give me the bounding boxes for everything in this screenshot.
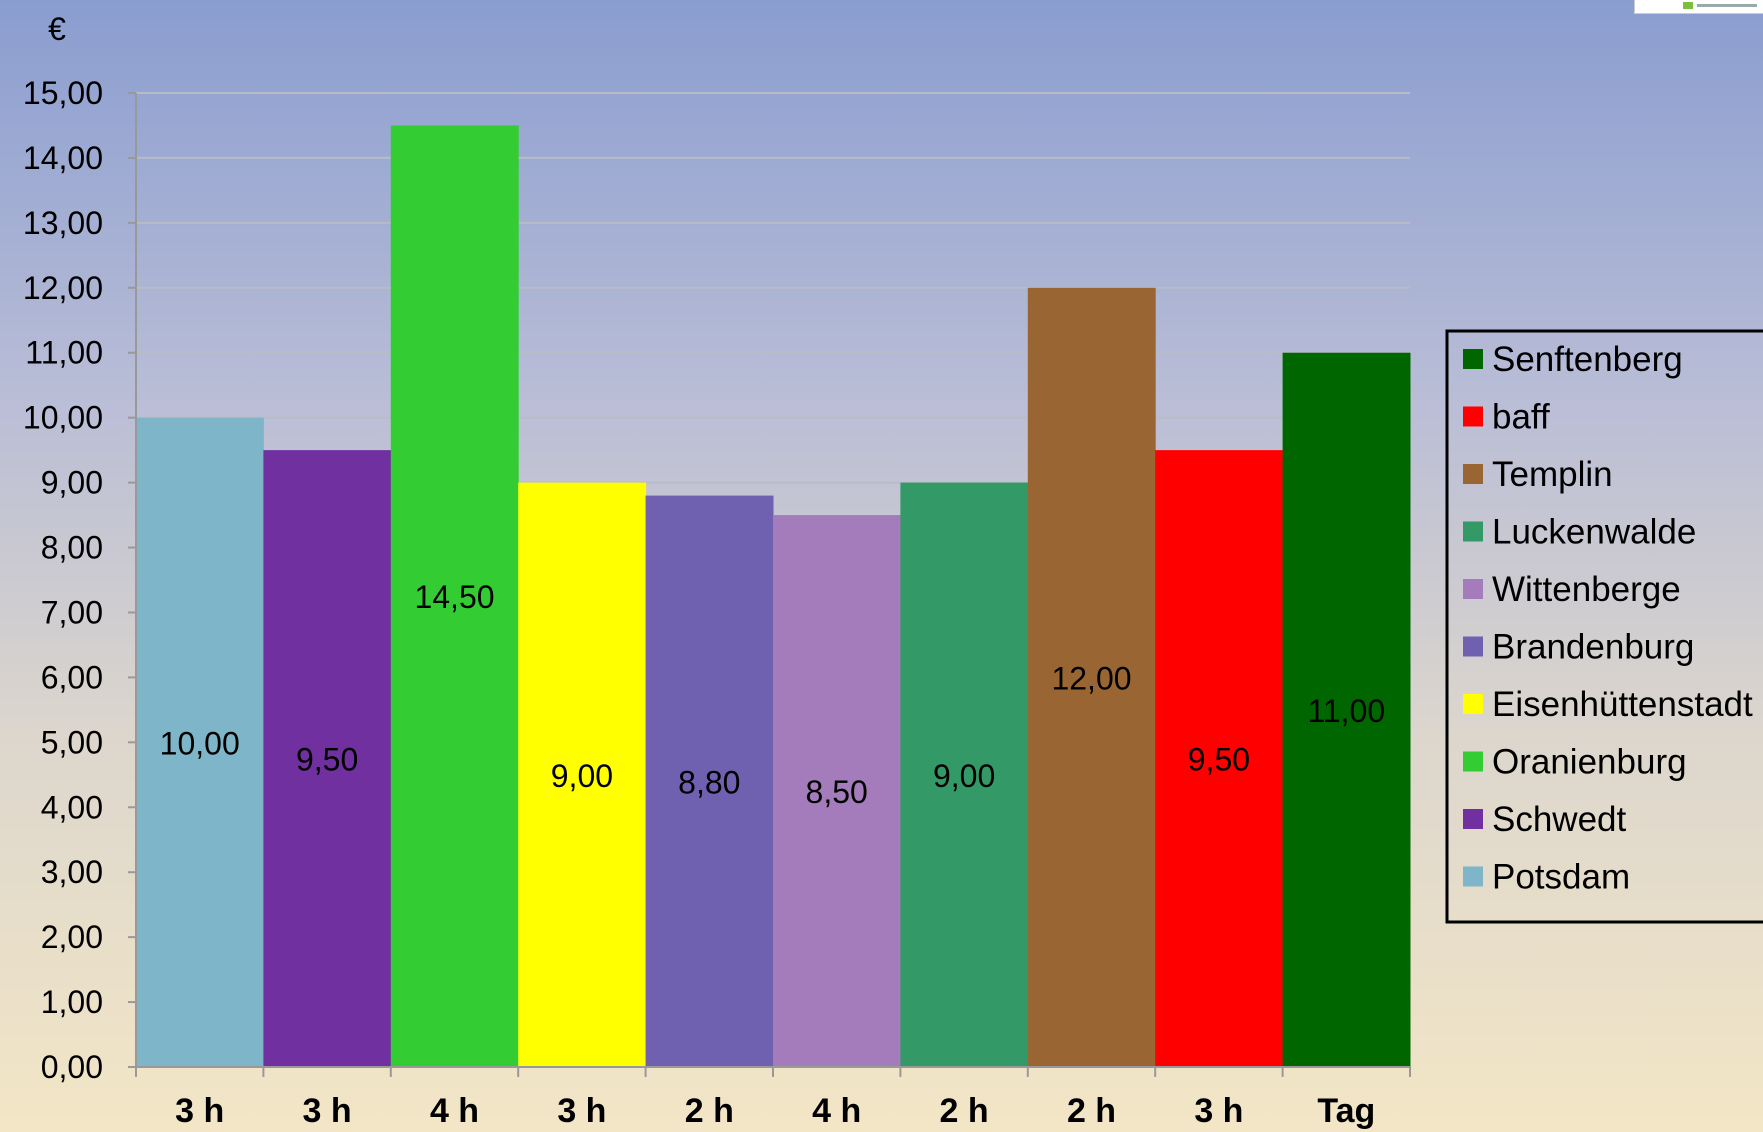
legend-label: Senftenberg (1492, 340, 1683, 379)
y-tick-label: 5,00 (41, 724, 103, 760)
y-tick-label: 12,00 (23, 270, 103, 306)
legend-swatch-templin (1463, 464, 1483, 484)
bar-luckenwalde (900, 482, 1029, 1068)
bar-brandenburg (645, 495, 774, 1067)
legend-swatch-wittenberge (1463, 579, 1483, 599)
y-tick-label: 14,00 (23, 140, 103, 176)
data-label: 12,00 (1051, 660, 1131, 696)
legend-label: Brandenburg (1492, 628, 1694, 667)
y-axis-label: € (48, 11, 66, 47)
legend-swatch-brandenburg (1463, 636, 1483, 657)
legend: Senftenberg baff Templin Luckenwalde Wittenb… (1445, 329, 1763, 924)
data-label: 14,50 (414, 579, 494, 615)
bar-templin (1027, 287, 1156, 1067)
legend-swatch-potsdam (1463, 866, 1483, 887)
data-label: 9,50 (1188, 742, 1250, 778)
legend-swatch-oranienburg (1463, 751, 1483, 772)
y-tick-label: 3,00 (41, 854, 103, 890)
legend-label: baff (1492, 398, 1550, 437)
data-label: 8,50 (806, 774, 868, 810)
y-tick-label: 15,00 (23, 75, 103, 111)
legend-box (1445, 329, 1763, 924)
bars (136, 125, 1411, 1068)
bar-eisenhuttenstadt (518, 482, 647, 1068)
bar-potsdam (136, 417, 264, 1068)
legend-label: Oranienburg (1492, 743, 1687, 782)
legend-label: Eisenhüttenstadt (1492, 685, 1753, 724)
legend-swatch-schwedt (1463, 809, 1483, 829)
logo-green-square (1683, 2, 1693, 9)
legend-swatch-baff (1463, 406, 1483, 427)
y-tick-label: 0,00 (41, 1049, 103, 1085)
x-tick-label: 2 h (685, 1092, 734, 1130)
data-label: 9,00 (551, 758, 613, 794)
data-label: 9,00 (933, 758, 995, 794)
bar-senftenberg (1282, 352, 1411, 1067)
y-tick-label: 7,00 (41, 594, 103, 630)
y-tick-label: 13,00 (23, 205, 103, 241)
y-tick-label: 10,00 (23, 400, 103, 436)
x-tick-label: 3 h (175, 1092, 224, 1130)
axes (128, 92, 1411, 1077)
data-label: 8,80 (678, 764, 740, 800)
x-tick-label: 4 h (430, 1092, 479, 1130)
x-tick-label: Tag (1317, 1092, 1375, 1130)
legend-swatch-senftenberg (1463, 349, 1483, 369)
legend-label: Potsdam (1492, 858, 1630, 897)
y-tick-labels: 0,00 1,00 2,00 3,00 4,00 5,00 6,00 7,00 8,00 9,00… (23, 75, 103, 1085)
data-label: 9,50 (296, 742, 358, 778)
y-tick-label: 8,00 (41, 530, 103, 566)
y-tick-label: 11,00 (25, 335, 103, 371)
x-tick-label: 3 h (1194, 1092, 1243, 1130)
legend-swatch-eisenhuttenstadt (1463, 694, 1483, 714)
x-tick-label: 3 h (303, 1092, 352, 1130)
data-label: 11,00 (1307, 693, 1385, 729)
legend-label: Wittenberge (1492, 570, 1681, 609)
y-tick-label: 4,00 (41, 789, 103, 825)
y-tick-label: 6,00 (41, 659, 103, 695)
x-tick-label: 2 h (940, 1092, 989, 1130)
x-tick-labels: 3 h 3 h 4 h 3 h 2 h 4 h 2 h 2 h 3 h Tag (175, 1092, 1375, 1130)
x-tick-label: 4 h (812, 1092, 861, 1130)
bar-oranienburg (390, 125, 519, 1067)
legend-label: Templin (1492, 455, 1613, 494)
data-labels: 10,00 9,50 14,50 9,00 8,80 8,50 9,00 12,00 9,50 1… (160, 579, 1385, 810)
logo-text-line (1697, 4, 1757, 7)
logo-mark (1634, 0, 1763, 14)
bar-schwedt (263, 450, 392, 1068)
y-tick-label: 1,00 (41, 984, 103, 1020)
data-label: 10,00 (160, 725, 240, 761)
bar-baff (1155, 450, 1284, 1068)
legend-label: Luckenwalde (1492, 513, 1696, 552)
legend-label: Schwedt (1492, 800, 1627, 839)
x-tick-label: 2 h (1067, 1092, 1116, 1130)
y-tick-label: 2,00 (41, 919, 103, 955)
y-tick-label: 9,00 (41, 465, 103, 501)
x-tick-label: 3 h (557, 1092, 606, 1130)
legend-swatch-luckenwalde (1463, 521, 1483, 542)
bar-wittenberge (773, 515, 901, 1067)
